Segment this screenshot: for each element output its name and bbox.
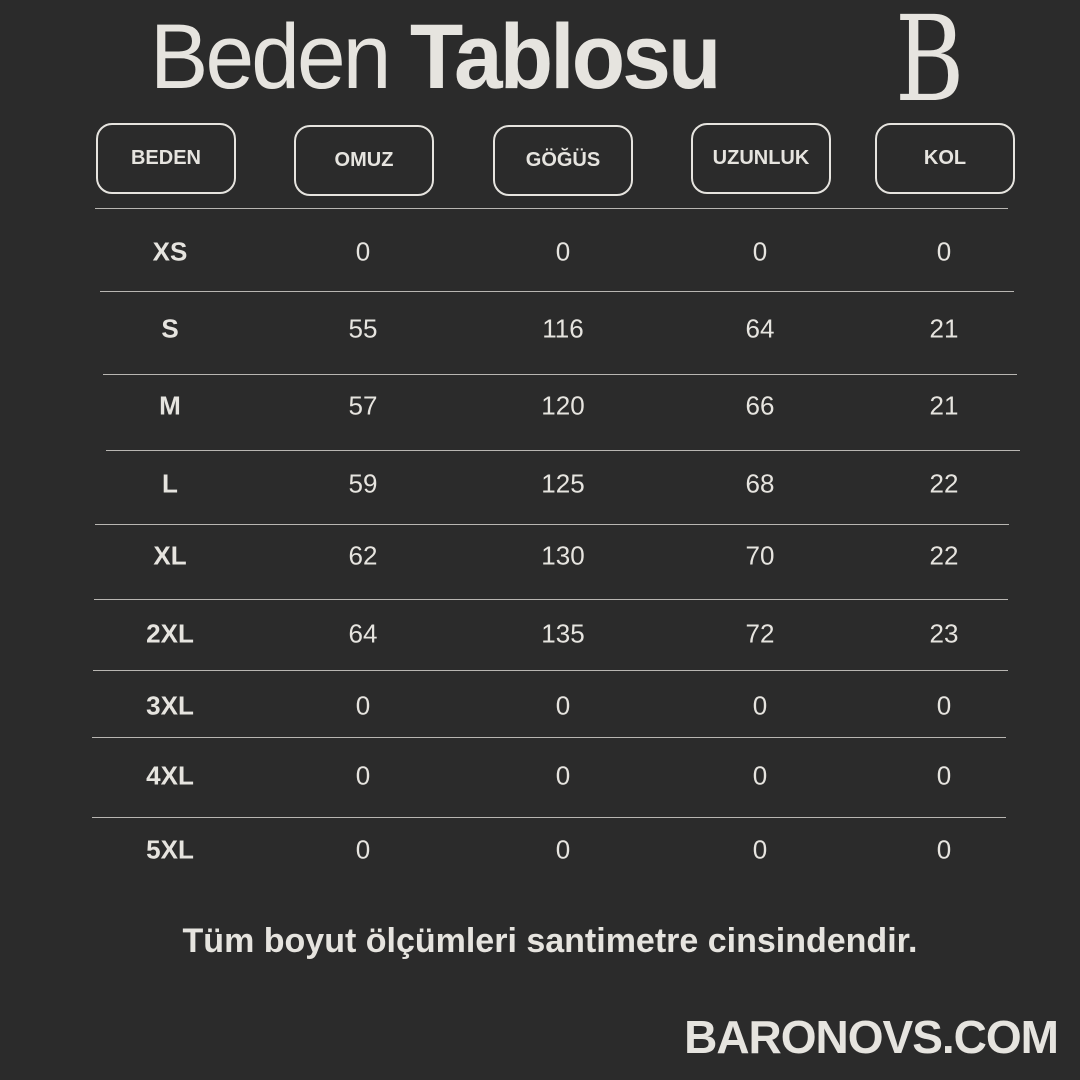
column-header: UZUNLUK <box>691 123 831 194</box>
row-divider <box>106 450 1020 451</box>
size-label: XS <box>152 236 188 267</box>
measurement-cell: 22 <box>929 540 959 571</box>
measurement-cell: 0 <box>355 236 371 267</box>
measurement-cell: 66 <box>745 390 775 421</box>
column-header: KOL <box>875 123 1015 194</box>
measurement-cell: 0 <box>555 834 571 865</box>
measurement-cell: 135 <box>541 618 585 649</box>
column-header: GÖĞÜS <box>493 125 633 196</box>
measurement-cell: 55 <box>348 313 378 344</box>
row-divider <box>92 737 1006 738</box>
row-divider <box>94 599 1008 600</box>
measurement-cell: 0 <box>355 834 371 865</box>
measurement-cell: 130 <box>541 540 585 571</box>
row-divider <box>95 208 1008 209</box>
row-divider <box>92 817 1006 818</box>
size-label: 3XL <box>146 690 194 721</box>
measurement-cell: 116 <box>542 313 584 344</box>
title-light: Beden <box>150 6 391 108</box>
column-header: OMUZ <box>294 125 434 196</box>
brand-logo: B <box>895 0 965 128</box>
measurement-cell: 62 <box>348 540 378 571</box>
measurement-cell: 120 <box>541 390 585 421</box>
measurement-cell: 0 <box>752 834 768 865</box>
measurement-cell: 70 <box>745 540 775 571</box>
measurement-cell: 57 <box>348 390 378 421</box>
measurement-cell: 0 <box>936 236 952 267</box>
measurement-cell: 0 <box>936 760 952 791</box>
measurement-cell: 0 <box>752 760 768 791</box>
measurement-cell: 64 <box>348 618 378 649</box>
measurement-cell: 0 <box>555 236 571 267</box>
measurement-cell: 0 <box>555 760 571 791</box>
measurement-cell: 21 <box>929 390 959 421</box>
measurement-cell: 0 <box>936 690 952 721</box>
page-title: Beden Tablosu <box>150 2 721 112</box>
measurement-cell: 0 <box>355 690 371 721</box>
measurement-cell: 21 <box>929 313 959 344</box>
size-label: XL <box>153 540 187 571</box>
measurement-cell: 23 <box>929 618 959 649</box>
website-label: BARONOVS.COM <box>684 1011 1059 1063</box>
measurement-cell: 72 <box>745 618 775 649</box>
measurement-cell: 64 <box>745 313 775 344</box>
size-label: M <box>159 390 181 421</box>
size-label: L <box>162 468 178 499</box>
measurement-cell: 68 <box>745 468 775 499</box>
size-label: 4XL <box>146 760 194 791</box>
measurement-cell: 125 <box>541 468 585 499</box>
units-note: Tüm boyut ölçümleri santimetre cinsinden… <box>182 922 918 960</box>
title-bold: Tablosu <box>409 6 721 108</box>
measurement-cell: 59 <box>348 468 378 499</box>
size-label: 5XL <box>146 834 194 865</box>
column-header: BEDEN <box>96 123 236 194</box>
measurement-cell: 0 <box>752 690 768 721</box>
measurement-cell: 0 <box>752 236 768 267</box>
size-label: 2XL <box>146 618 194 649</box>
measurement-cell: 0 <box>936 834 952 865</box>
size-label: S <box>161 313 179 344</box>
measurement-cell: 0 <box>355 760 371 791</box>
row-divider <box>100 291 1014 292</box>
row-divider <box>95 524 1009 525</box>
row-divider <box>93 670 1008 671</box>
row-divider <box>103 374 1017 375</box>
measurement-cell: 0 <box>555 690 571 721</box>
measurement-cell: 22 <box>929 468 959 499</box>
